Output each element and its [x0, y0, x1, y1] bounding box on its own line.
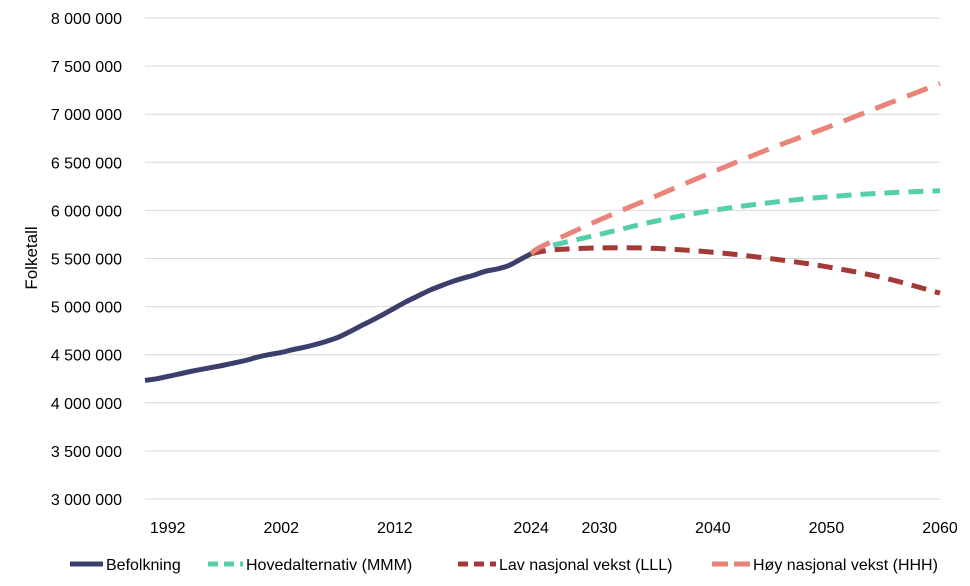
x-axis-tick-labels: 1992 2002 2012 2024 2030 2040 2050 2060: [150, 520, 958, 537]
series-line-0: [144, 251, 533, 383]
y-tick-label: 3 500 000: [51, 444, 122, 461]
legend-label: Høy nasjonal vekst (HHH): [753, 557, 938, 574]
series-line-1: [529, 188, 941, 256]
y-tick-label: 5 500 000: [51, 252, 122, 269]
legend-label: Hovedalternativ (MMM): [246, 557, 412, 574]
y-tick-label: 6 000 000: [51, 203, 122, 220]
x-tick-label: 2012: [377, 520, 413, 537]
y-tick-label: 3 000 000: [51, 492, 122, 509]
y-tick-label: 7 000 000: [51, 107, 122, 124]
x-tick-label: 2060: [922, 520, 958, 537]
y-tick-label: 5 000 000: [51, 300, 122, 317]
y-tick-label: 4 500 000: [51, 348, 122, 365]
series-line-3: [529, 81, 941, 256]
legend-label: Lav nasjonal vekst (LLL): [499, 557, 672, 574]
x-tick-label: 1992: [150, 520, 186, 537]
y-axis-tick-labels: 3 000 000 3 500 000 4 000 000 4 500 000 5 00…: [51, 11, 122, 509]
x-tick-label: 2050: [809, 520, 845, 537]
x-tick-label: 2002: [263, 520, 299, 537]
y-axis-title: Folketall: [22, 226, 41, 289]
x-tick-label: 2040: [695, 520, 731, 537]
y-tick-label: 6 500 000: [51, 155, 122, 172]
legend-label: Befolkning: [106, 557, 181, 574]
legend: Befolkning Hovedalternativ (MMM) Lav nasjo…: [70, 557, 938, 574]
series-lines: [144, 81, 941, 383]
x-tick-label: 2024: [513, 520, 549, 537]
y-tick-label: 8 000 000: [51, 11, 122, 28]
series-line-2: [530, 245, 941, 296]
x-tick-label: 2030: [581, 520, 617, 537]
y-tick-label: 7 500 000: [51, 59, 122, 76]
y-tick-label: 4 000 000: [51, 396, 122, 413]
grid-lines: [145, 17, 940, 500]
